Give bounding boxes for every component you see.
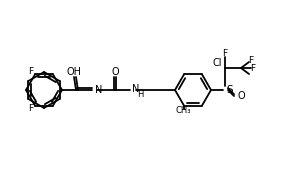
- Text: N: N: [95, 85, 102, 95]
- Text: S: S: [226, 85, 233, 95]
- Text: OH: OH: [67, 67, 82, 77]
- Text: F: F: [28, 67, 33, 76]
- Text: F: F: [249, 56, 253, 65]
- Text: F: F: [222, 48, 228, 58]
- Text: CH₃: CH₃: [175, 106, 191, 115]
- Text: F: F: [28, 104, 33, 113]
- Text: O: O: [111, 67, 119, 77]
- Text: Cl: Cl: [212, 58, 222, 68]
- Text: H: H: [137, 90, 144, 98]
- Text: N: N: [132, 84, 139, 94]
- Text: F: F: [251, 63, 255, 73]
- Text: O: O: [238, 91, 246, 101]
